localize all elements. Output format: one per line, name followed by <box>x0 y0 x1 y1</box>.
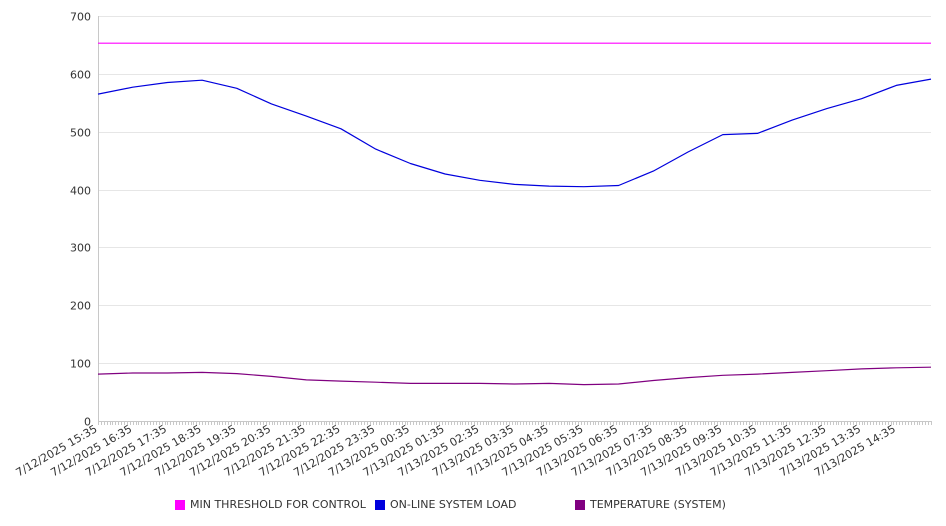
legend-item-min-threshold: MIN THRESHOLD FOR CONTROL <box>175 498 366 511</box>
y-tick-labels: 0 100 200 300 400 500 600 700 <box>70 11 91 429</box>
legend-item-online-system-load: ON-LINE SYSTEM LOAD <box>375 498 516 511</box>
y-tick-label: 200 <box>70 300 91 313</box>
legend-swatch-min-threshold <box>175 499 185 510</box>
legend-swatch-temperature <box>575 499 585 510</box>
y-tick-label: 700 <box>70 11 91 24</box>
axes <box>98 16 932 425</box>
gridlines <box>98 16 931 364</box>
legend-label-temperature: TEMPERATURE (SYSTEM) <box>590 498 726 511</box>
legend-label-min-threshold: MIN THRESHOLD FOR CONTROL <box>190 498 366 511</box>
series-line-1 <box>97 78 932 188</box>
legend-item-temperature: TEMPERATURE (SYSTEM) <box>575 498 726 511</box>
series-lines <box>97 42 932 386</box>
y-tick-label: 400 <box>70 185 91 198</box>
legend: MIN THRESHOLD FOR CONTROL ON-LINE SYSTEM… <box>0 498 946 514</box>
series-line-2 <box>97 366 932 386</box>
y-tick-label: 600 <box>70 69 91 82</box>
y-tick-label: 500 <box>70 127 91 140</box>
legend-swatch-online-system-load <box>375 499 385 510</box>
x-tick-labels: 7/12/2025 15:357/12/2025 16:357/12/2025 … <box>14 422 898 479</box>
y-tick-label: 300 <box>70 242 91 255</box>
y-tick-label: 0 <box>84 416 91 429</box>
legend-label-online-system-load: ON-LINE SYSTEM LOAD <box>390 498 517 511</box>
y-tick-label: 100 <box>70 358 91 371</box>
